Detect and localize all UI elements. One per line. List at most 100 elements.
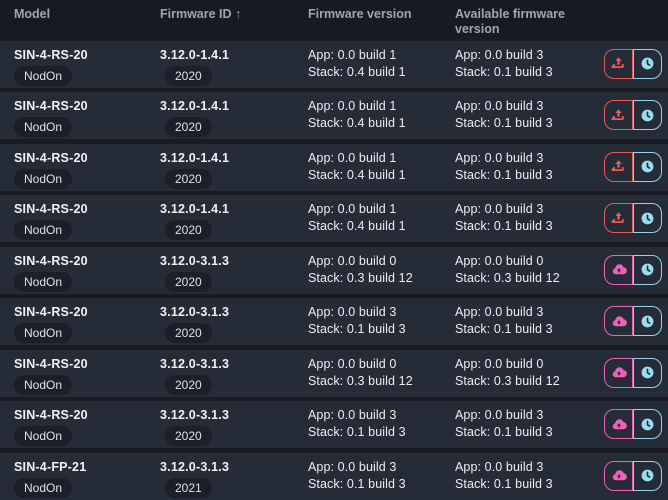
update-timer-button[interactable] — [633, 409, 662, 439]
column-header-firmware-id[interactable]: Firmware ID ↑ — [160, 7, 242, 21]
clock-icon — [640, 211, 655, 226]
column-header-model[interactable]: Model — [14, 7, 51, 21]
table-row: SIN-4-RS-20 NodOn 3.12.0-3.1.3 2020 App:… — [0, 401, 668, 448]
firmware-id: 3.12.0-3.1.3 — [160, 459, 230, 474]
clock-icon — [640, 314, 655, 329]
available-firmware-version-cell: App: 0.0 build 3 Stack: 0.1 build 3 — [455, 401, 596, 441]
update-firmware-button[interactable] — [604, 100, 633, 130]
available-firmware-version-cell: App: 0.0 build 0 Stack: 0.3 build 12 — [455, 350, 596, 390]
firmware-stack-version: Stack: 0.4 build 1 — [308, 116, 406, 130]
model-name: SIN-4-RS-20 — [14, 253, 88, 268]
table-row: SIN-4-RS-20 NodOn 3.12.0-3.1.3 2020 App:… — [0, 349, 668, 397]
year-badge: 2020 — [165, 168, 212, 189]
model-name: SIN-4-RS-20 — [14, 99, 88, 113]
firmware-app-version: App: 0.0 build 1 — [308, 47, 397, 62]
clock-icon — [640, 262, 655, 277]
model-cell: SIN-4-RS-20 NodOn — [0, 401, 160, 446]
firmware-id-cell: 3.12.0-1.4.1 2020 — [160, 144, 308, 189]
vendor-badge: NodOn — [14, 65, 73, 86]
firmware-stack-version: Stack: 0.4 build 1 — [308, 219, 406, 233]
model-cell: SIN-4-FP-21 NodOn — [0, 453, 160, 498]
update-firmware-button[interactable] — [604, 460, 633, 491]
available-firmware-version-cell: App: 0.0 build 3 Stack: 0.1 build 3 — [455, 41, 596, 81]
available-stack-version: Stack: 0.1 build 3 — [455, 116, 553, 130]
available-app-version: App: 0.0 build 3 — [455, 47, 544, 62]
vendor-badge: NodOn — [14, 117, 73, 137]
firmware-version-cell: App: 0.0 build 3 Stack: 0.1 build 3 — [308, 453, 455, 493]
update-firmware-button[interactable] — [604, 306, 633, 336]
model-cell: SIN-4-RS-20 NodOn — [0, 298, 160, 343]
firmware-id: 3.12.0-1.4.1 — [160, 47, 230, 62]
update-timer-button[interactable] — [633, 306, 662, 336]
vendor-badge: NodOn — [14, 426, 73, 446]
update-firmware-button[interactable] — [604, 254, 633, 285]
cloud-upload-icon — [611, 262, 627, 277]
vendor-badge: NodOn — [14, 323, 73, 343]
firmware-id-cell: 3.12.0-3.1.3 2020 — [160, 298, 308, 343]
firmware-version-cell: App: 0.0 build 3 Stack: 0.1 build 3 — [308, 401, 455, 441]
firmware-version-cell: App: 0.0 build 1 Stack: 0.4 build 1 — [308, 195, 455, 235]
firmware-id: 3.12.0-3.1.3 — [160, 408, 230, 422]
year-badge: 2020 — [165, 271, 212, 292]
available-stack-version: Stack: 0.1 build 3 — [455, 476, 553, 491]
firmware-stack-version: Stack: 0.1 build 3 — [308, 322, 406, 336]
table-row: SIN-4-RS-20 NodOn 3.12.0-1.4.1 2020 App:… — [0, 195, 668, 242]
column-header-firmware-version[interactable]: Firmware version — [308, 7, 412, 21]
model-name: SIN-4-RS-20 — [14, 305, 88, 319]
row-actions — [596, 350, 668, 388]
firmware-id: 3.12.0-1.4.1 — [160, 150, 230, 165]
firmware-id-cell: 3.12.0-3.1.3 2021 — [160, 453, 308, 498]
available-stack-version: Stack: 0.3 build 12 — [455, 373, 560, 388]
update-firmware-button[interactable] — [604, 357, 633, 388]
model-name: SIN-4-FP-21 — [14, 459, 87, 474]
year-badge: 2020 — [165, 426, 212, 446]
table-row: SIN-4-RS-20 NodOn 3.12.0-3.1.3 2020 App:… — [0, 246, 668, 294]
row-actions — [596, 195, 668, 233]
firmware-id-cell: 3.12.0-1.4.1 2020 — [160, 92, 308, 137]
update-timer-button[interactable] — [633, 460, 662, 491]
update-timer-button[interactable] — [633, 254, 662, 285]
available-firmware-version-cell: App: 0.0 build 3 Stack: 0.1 build 3 — [455, 144, 596, 184]
column-header-available-firmware-version[interactable]: Available firmware version — [455, 7, 566, 36]
tray-arrow-up-icon — [611, 56, 626, 71]
firmware-app-version: App: 0.0 build 3 — [308, 305, 397, 319]
firmware-id-cell: 3.12.0-1.4.1 2020 — [160, 41, 308, 86]
firmware-app-version: App: 0.0 build 1 — [308, 150, 397, 165]
firmware-app-version: App: 0.0 build 3 — [308, 459, 397, 474]
clock-icon — [640, 56, 655, 71]
available-app-version: App: 0.0 build 3 — [455, 202, 544, 216]
firmware-app-version: App: 0.0 build 0 — [308, 253, 397, 268]
update-timer-button[interactable] — [633, 151, 662, 182]
cloud-upload-icon — [611, 468, 627, 483]
update-timer-button[interactable] — [633, 48, 662, 79]
vendor-badge: NodOn — [14, 374, 73, 395]
firmware-app-version: App: 0.0 build 1 — [308, 99, 397, 113]
update-timer-button[interactable] — [633, 100, 662, 130]
firmware-stack-version: Stack: 0.3 build 12 — [308, 270, 413, 285]
firmware-stack-version: Stack: 0.3 build 12 — [308, 373, 413, 388]
table-row: SIN-4-RS-20 NodOn 3.12.0-1.4.1 2020 App:… — [0, 40, 668, 88]
update-firmware-button[interactable] — [604, 151, 633, 182]
tray-arrow-up-icon — [611, 159, 626, 174]
row-actions — [596, 41, 668, 79]
firmware-version-cell: App: 0.0 build 3 Stack: 0.1 build 3 — [308, 298, 455, 338]
table-row: SIN-4-FP-21 NodOn 3.12.0-3.1.3 2021 App:… — [0, 452, 668, 500]
year-badge: 2021 — [165, 477, 212, 498]
vendor-badge: NodOn — [14, 220, 73, 240]
available-app-version: App: 0.0 build 0 — [455, 253, 544, 268]
update-timer-button[interactable] — [633, 357, 662, 388]
model-cell: SIN-4-RS-20 NodOn — [0, 144, 160, 189]
model-cell: SIN-4-RS-20 NodOn — [0, 92, 160, 137]
update-firmware-button[interactable] — [604, 48, 633, 79]
row-actions — [596, 92, 668, 130]
available-firmware-version-cell: App: 0.0 build 3 Stack: 0.1 build 3 — [455, 298, 596, 338]
available-app-version: App: 0.0 build 3 — [455, 408, 544, 422]
firmware-version-cell: App: 0.0 build 1 Stack: 0.4 build 1 — [308, 41, 455, 81]
available-app-version: App: 0.0 build 3 — [455, 150, 544, 165]
row-actions — [596, 144, 668, 182]
update-timer-button[interactable] — [633, 203, 662, 233]
update-firmware-button[interactable] — [604, 203, 633, 233]
tray-arrow-up-icon — [611, 108, 626, 123]
available-stack-version: Stack: 0.1 build 3 — [455, 219, 553, 233]
update-firmware-button[interactable] — [604, 409, 633, 439]
